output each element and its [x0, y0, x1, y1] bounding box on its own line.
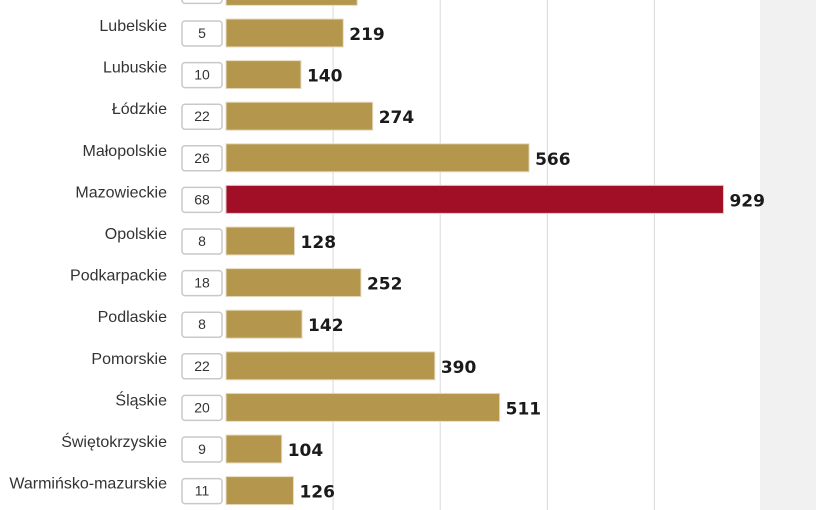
count-box-lubelskie	[181, 20, 223, 47]
category-label--dzkie: Łódzkie	[112, 101, 167, 118]
count-label-pomorskie: 22	[194, 358, 210, 374]
count-label-mazowieckie: 68	[194, 191, 210, 207]
category-label--l-skie: Śląskie	[115, 390, 167, 409]
count-box-warmi-sko-mazurskie	[181, 477, 223, 505]
count-box-partial	[181, 0, 223, 5]
count-label-opolskie: 8	[198, 233, 206, 249]
value-label-opolskie: 128	[301, 233, 337, 253]
count-box-mazowieckie	[181, 186, 223, 214]
value-label-lubuskie: 140	[307, 67, 343, 87]
category-label--wi-tokrzyskie: Świętokrzyskie	[61, 432, 167, 451]
count-box--l-skie	[181, 394, 223, 422]
count-box-pomorskie	[181, 353, 223, 380]
category-label-podlaskie: Podlaskie	[98, 309, 167, 326]
category-label-opolskie: Opolskie	[105, 226, 167, 243]
count-label--dzkie: 22	[194, 108, 210, 124]
value-label--dzkie: 274	[379, 108, 415, 128]
value-label--l-skie: 511	[506, 399, 542, 419]
value-label-warmi-sko-mazurskie: 126	[299, 483, 335, 503]
bar--dzkie	[225, 101, 374, 131]
category-label-warmi-sko-mazurskie: Warmińsko-mazurskie	[9, 476, 167, 493]
bar-warmi-sko-mazurskie	[225, 476, 294, 506]
count-box-lubuskie	[181, 61, 223, 89]
value-label--wi-tokrzyskie: 104	[288, 441, 324, 461]
count-box-ma-opolskie	[181, 145, 223, 172]
category-label-podkarpackie: Podkarpackie	[70, 268, 167, 285]
count-label--wi-tokrzyskie: 9	[198, 441, 206, 457]
value-label-ma-opolskie: 566	[535, 150, 571, 170]
count-label-lubelskie: 5	[198, 25, 206, 41]
count-label-podkarpackie: 18	[194, 275, 210, 291]
value-label-podkarpackie: 252	[367, 275, 403, 295]
count-label-podlaskie: 8	[198, 316, 206, 332]
category-label-lubuskie: Lubuskie	[103, 60, 167, 77]
bar-podlaskie	[225, 309, 303, 339]
bar-mazowieckie	[225, 184, 724, 214]
bar-pomorskie	[225, 351, 436, 381]
value-label-podlaskie: 142	[308, 316, 344, 336]
bar--l-skie	[225, 392, 501, 422]
count-label-lubuskie: 10	[194, 67, 210, 83]
count-label-ma-opolskie: 26	[194, 150, 210, 166]
category-label-lubelskie: Lubelskie	[99, 18, 167, 35]
value-label-lubelskie: 219	[349, 25, 385, 45]
bar--wi-tokrzyskie	[225, 434, 283, 464]
category-label-pomorskie: Pomorskie	[91, 351, 167, 368]
count-box--wi-tokrzyskie	[181, 436, 223, 463]
bar-lubelskie	[225, 18, 344, 48]
bar-ma-opolskie	[225, 143, 530, 173]
count-box--dzkie	[181, 103, 223, 130]
bar-podkarpackie	[225, 268, 362, 298]
bar-lubuskie	[225, 60, 302, 90]
count-label-warmi-sko-mazurskie: 11	[195, 483, 210, 499]
count-label--l-skie: 20	[194, 399, 210, 415]
value-label-pomorskie: 390	[441, 358, 477, 378]
bar-opolskie	[225, 226, 296, 256]
category-label-mazowieckie: Mazowieckie	[75, 184, 167, 201]
count-box-podlaskie	[181, 311, 223, 338]
category-label-ma-opolskie: Małopolskie	[83, 143, 168, 160]
right-margin-strip	[760, 0, 816, 510]
value-label-mazowieckie: 929	[729, 191, 765, 211]
bar-partial	[225, 0, 358, 6]
count-box-opolskie	[181, 228, 223, 255]
count-box-podkarpackie	[181, 269, 223, 297]
